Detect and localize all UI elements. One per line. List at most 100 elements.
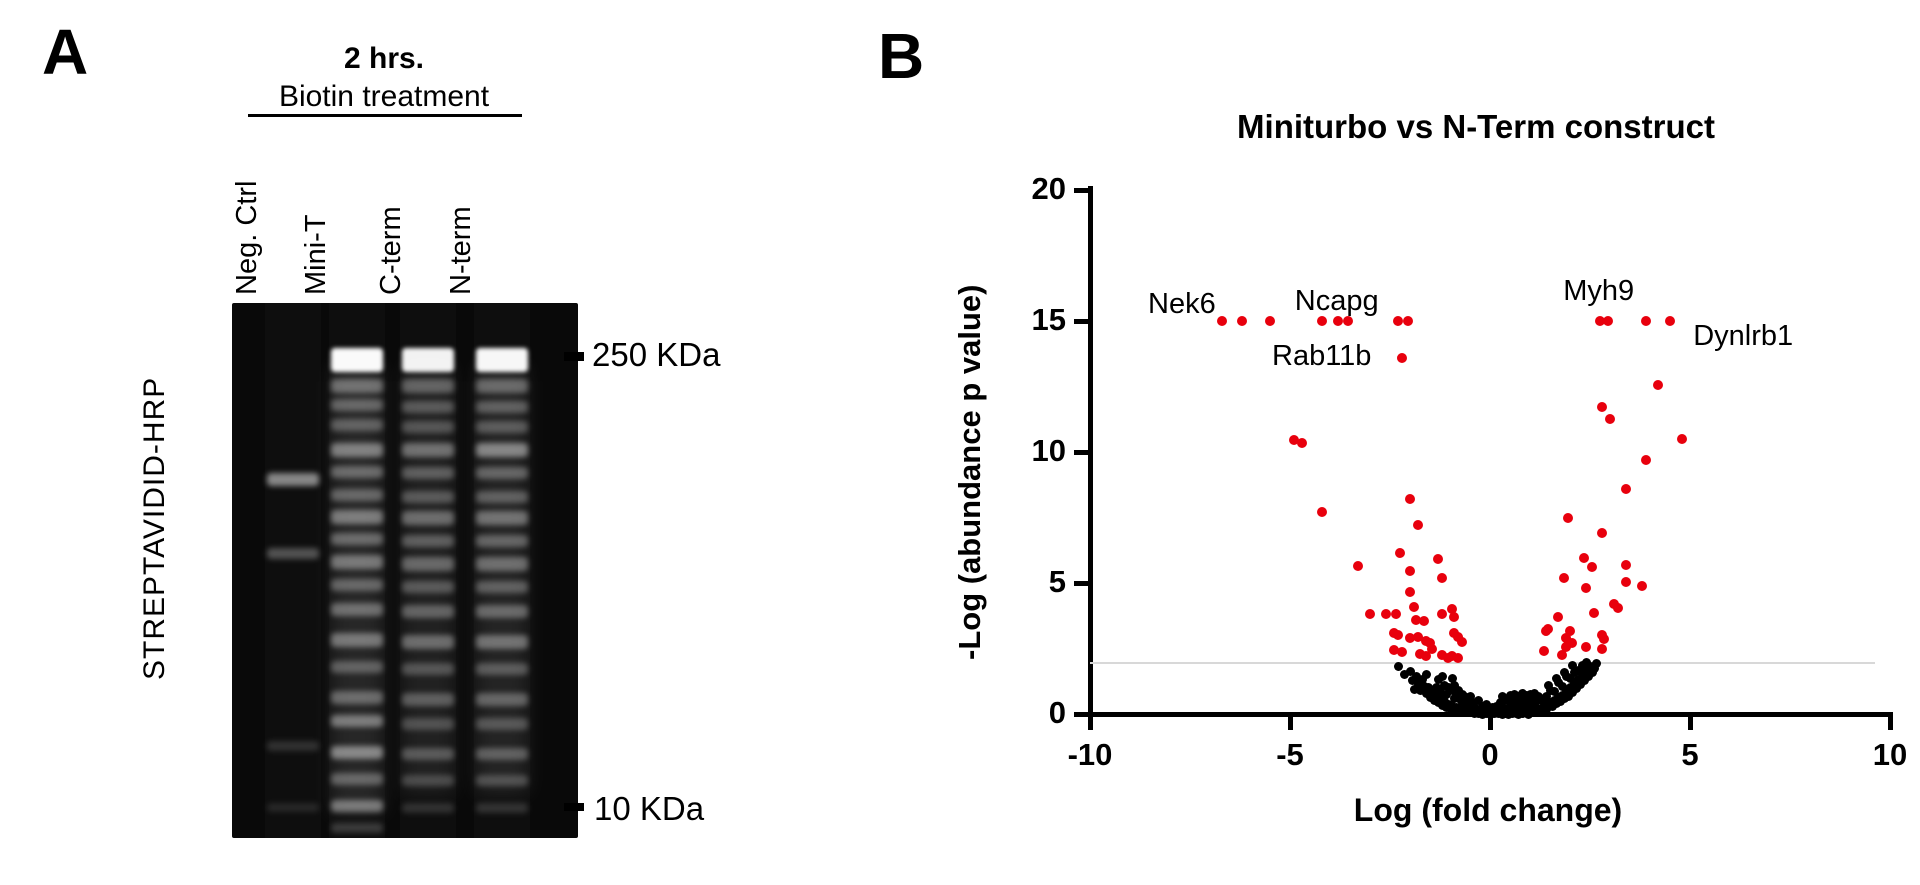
non-significant-point xyxy=(1465,692,1475,702)
significant-point xyxy=(1457,636,1467,647)
significant-point xyxy=(1597,643,1607,654)
non-significant-point xyxy=(1415,685,1425,695)
significant-point xyxy=(1453,631,1463,642)
significant-point xyxy=(1605,414,1615,425)
blot-band xyxy=(267,473,319,486)
significant-point xyxy=(1561,633,1571,644)
significant-point xyxy=(1553,612,1563,623)
blot-lane-0 xyxy=(265,303,321,838)
significant-point xyxy=(1437,650,1447,661)
blot-band xyxy=(331,715,383,727)
blot-band xyxy=(402,775,454,786)
blot-image xyxy=(232,303,578,838)
blot-band xyxy=(331,399,383,411)
x-axis-title: Log (fold change) xyxy=(1353,792,1623,828)
blot-band xyxy=(402,511,454,525)
significant-point xyxy=(1453,652,1463,663)
blot-band xyxy=(476,557,528,571)
non-significant-point xyxy=(1577,669,1587,679)
significant-point xyxy=(1597,402,1607,413)
lane-label-mini-t: Mini-T xyxy=(300,214,332,295)
significant-point xyxy=(1405,494,1415,505)
significant-point xyxy=(1265,316,1275,326)
y-axis-line xyxy=(1088,186,1093,717)
significant-point xyxy=(1665,316,1675,326)
significant-point xyxy=(1427,643,1437,654)
blot-band xyxy=(476,775,528,786)
blot-band xyxy=(402,748,454,760)
significant-point xyxy=(1603,316,1613,326)
gene-label-dynlrb1: Dynlrb1 xyxy=(1693,319,1794,352)
blot-band xyxy=(331,603,383,616)
significant-point xyxy=(1343,316,1353,326)
plot-area: -10 -5 0 5 10 0 5 10 15 20 Nek6 Ncapg Rab11b Myh9 Dynl… xyxy=(1032,171,1908,772)
blot-band xyxy=(402,803,454,813)
non-significant-point xyxy=(1541,692,1551,702)
lane-label-c-term: C-term xyxy=(375,206,407,295)
significant-point xyxy=(1395,547,1405,558)
significant-point xyxy=(1353,560,1363,571)
significant-point xyxy=(1599,634,1609,645)
non-significant-point xyxy=(1411,671,1421,681)
significant-point xyxy=(1641,454,1651,465)
blot-band xyxy=(402,363,454,793)
significant-point xyxy=(1391,609,1401,620)
non-significant-point xyxy=(1407,675,1417,685)
marker-label-10kda: 10 KDa xyxy=(594,790,705,827)
non-significant-point xyxy=(1405,667,1415,677)
blot-band xyxy=(331,746,383,759)
non-significant-point xyxy=(1457,698,1467,708)
significant-point xyxy=(1411,614,1421,625)
blot-band xyxy=(331,466,383,478)
non-significant-point xyxy=(1437,671,1447,681)
non-significant-point xyxy=(1417,674,1427,684)
blot-band xyxy=(476,379,528,393)
non-significant-point xyxy=(1575,680,1585,690)
significant-point xyxy=(1621,559,1631,570)
marker-tick-250kda xyxy=(564,352,584,361)
significant-point xyxy=(1579,553,1589,564)
significant-point xyxy=(1433,554,1443,565)
significant-point xyxy=(1425,637,1435,648)
biotin-treatment-title: Biotin treatment xyxy=(278,80,490,113)
non-significant-point xyxy=(1421,689,1431,699)
blot-band xyxy=(331,773,383,785)
significant-point xyxy=(1677,433,1687,444)
significant-point xyxy=(1565,626,1575,637)
blot-band xyxy=(476,605,528,618)
blot-band xyxy=(331,379,383,393)
blot-band xyxy=(331,363,383,813)
panel-a-letter: A xyxy=(42,16,89,88)
blot-band xyxy=(476,363,528,793)
blot-band xyxy=(331,555,383,569)
non-significant-point xyxy=(1507,697,1517,707)
non-significant-point xyxy=(1579,675,1589,685)
y-axis-title: -Log (abundance p value) xyxy=(952,284,987,660)
lane-label-neg-ctrl: Neg. Ctrl xyxy=(231,180,263,295)
significant-point xyxy=(1587,562,1597,573)
blot-band xyxy=(402,605,454,618)
non-significant-point xyxy=(1453,685,1463,695)
blot-band xyxy=(331,661,383,673)
significant-point xyxy=(1641,316,1651,326)
blot-band xyxy=(402,379,454,393)
y-axis-tick-label: 20 xyxy=(1031,171,1066,206)
non-significant-point xyxy=(1441,689,1451,699)
non-significant-point xyxy=(1461,695,1471,705)
significant-point xyxy=(1413,631,1423,642)
blot-band xyxy=(476,535,528,547)
gene-label-myh9: Myh9 xyxy=(1563,274,1635,307)
significant-point xyxy=(1393,316,1403,326)
non-significant-point xyxy=(1571,683,1581,693)
non-significant-point xyxy=(1557,681,1567,691)
x-axis-tick xyxy=(1287,717,1293,730)
non-significant-point xyxy=(1467,697,1477,707)
significant-point xyxy=(1237,316,1247,326)
blot-band xyxy=(331,633,383,647)
blot-band xyxy=(331,489,383,501)
significant-point xyxy=(1421,651,1431,662)
x-axis-tick xyxy=(1087,717,1093,730)
non-significant-point xyxy=(1469,702,1479,712)
x-axis-tick-label: -10 xyxy=(1067,737,1113,772)
non-significant-point xyxy=(1473,696,1483,706)
